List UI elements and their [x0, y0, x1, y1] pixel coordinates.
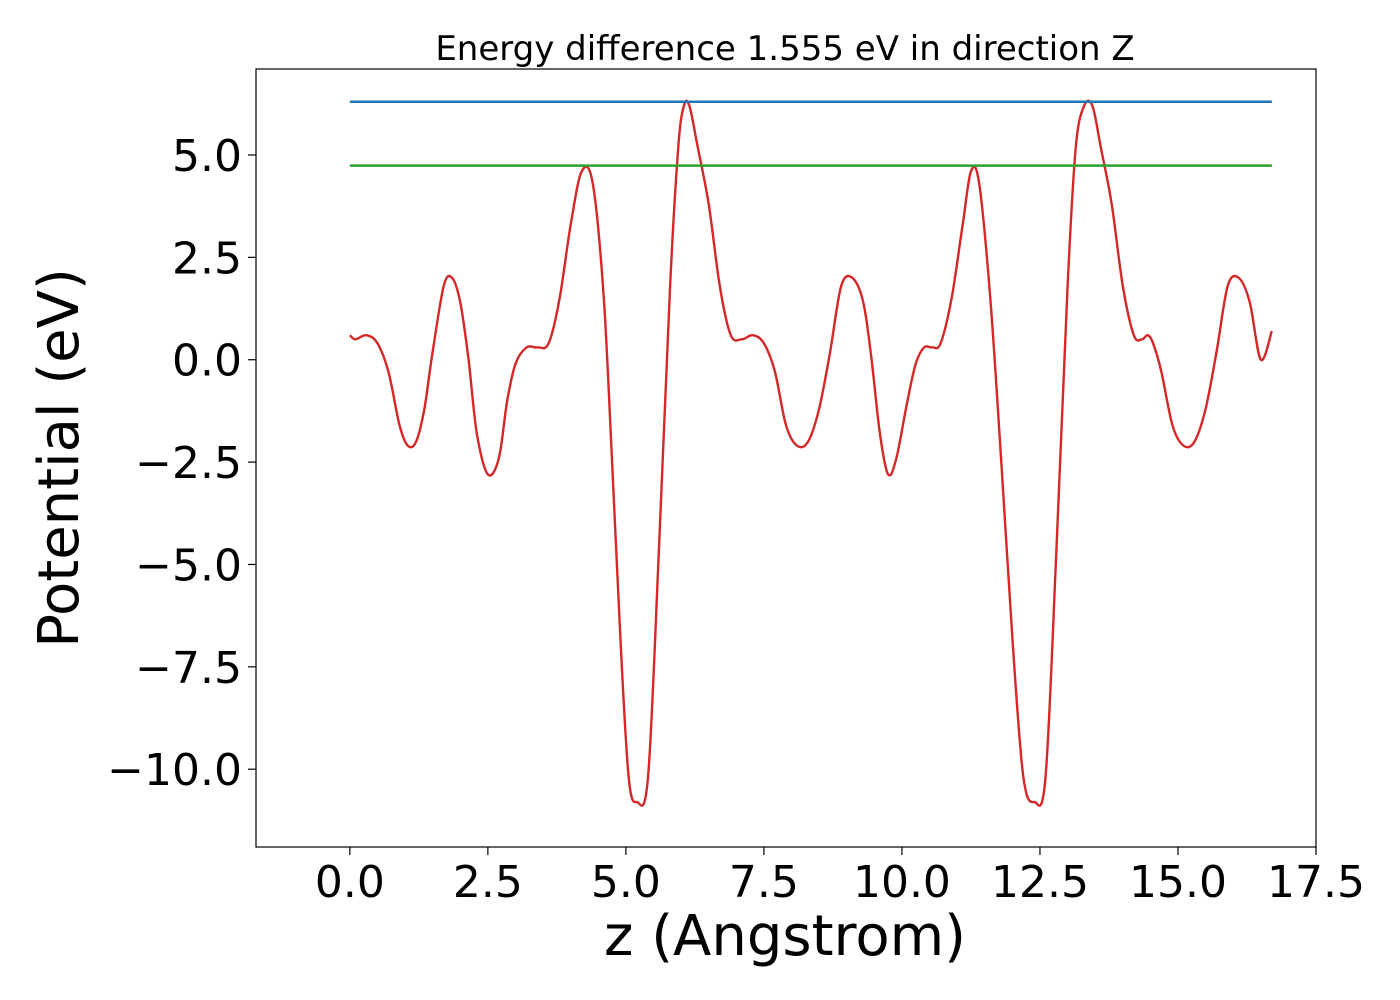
- potential-line: [349, 99, 1273, 807]
- y-tick-label: −2.5: [135, 438, 242, 489]
- x-axis-title: z (Angstrom): [604, 904, 966, 969]
- y-tick-label: 2.5: [172, 233, 242, 284]
- y-axis-title: Potential (eV): [27, 268, 92, 648]
- x-tick-label: 10.0: [853, 857, 951, 908]
- y-axis-ticks: 5.0 2.5 0.0 −2.5 −5.0 −7.5 −10.0: [107, 131, 256, 796]
- x-tick-label: 17.5: [1267, 857, 1365, 908]
- y-tick-label: −10.0: [107, 745, 242, 796]
- plot-frame: [255, 68, 1317, 848]
- x-tick-label: 5.0: [591, 857, 661, 908]
- y-tick-label: 5.0: [172, 131, 242, 182]
- x-tick-label: 15.0: [1129, 857, 1227, 908]
- y-tick-label: 0.0: [172, 336, 242, 387]
- chart-title: Energy difference 1.555 eV in direction …: [435, 29, 1134, 69]
- x-tick-label: 2.5: [453, 857, 523, 908]
- x-tick-label: 12.5: [991, 857, 1089, 908]
- x-tick-label: 7.5: [729, 857, 799, 908]
- x-axis-ticks: 0.0 2.5 5.0 7.5 10.0 12.5 15.0 17.5: [315, 847, 1365, 908]
- y-tick-label: −7.5: [135, 643, 242, 694]
- plot-area: [255, 68, 1317, 848]
- y-tick-label: −5.0: [135, 540, 242, 591]
- x-tick-label: 0.0: [315, 857, 385, 908]
